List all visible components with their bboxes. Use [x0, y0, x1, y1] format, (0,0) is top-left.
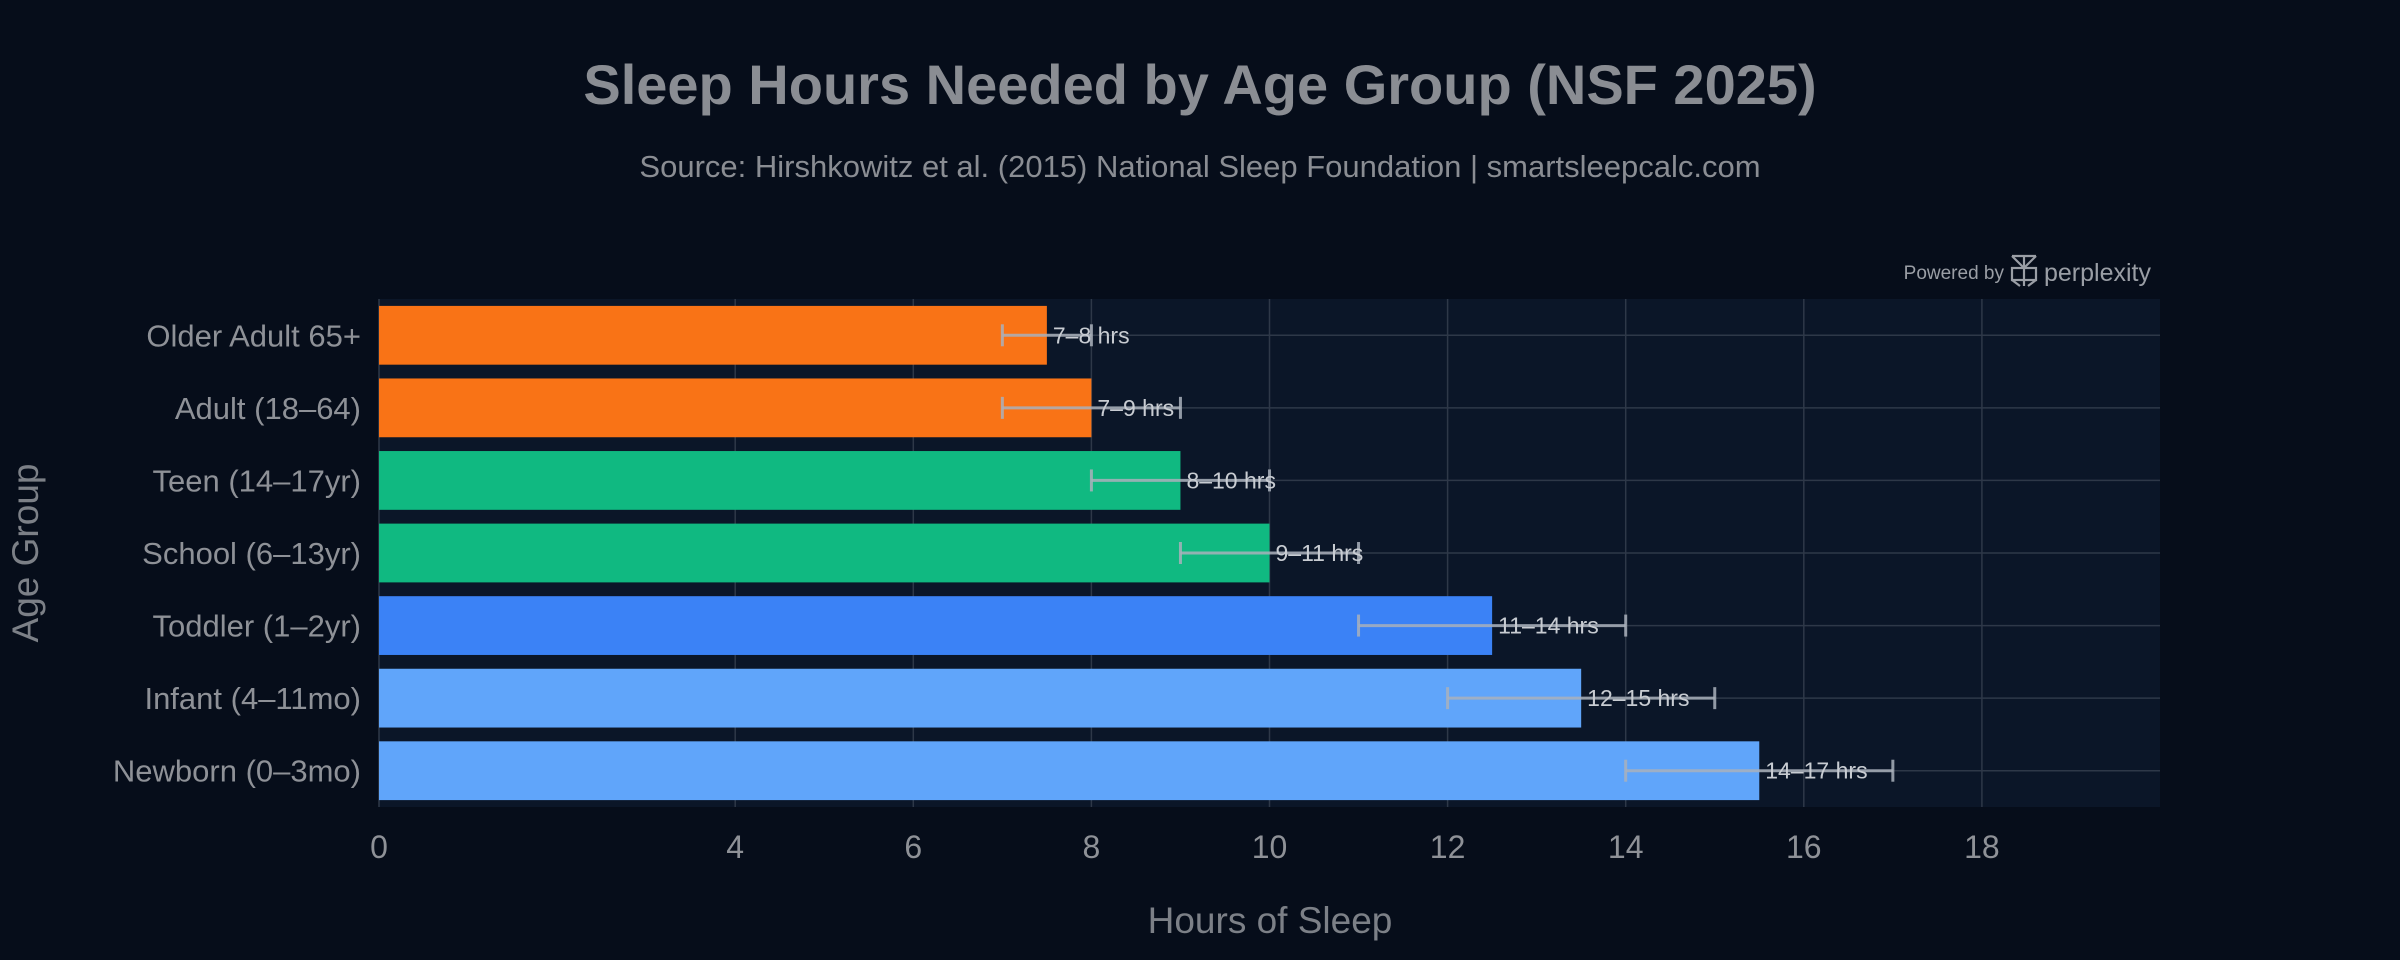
x-axis-ticks: 0 4 6 8 10 12 14 16 18 [370, 829, 2000, 865]
y-tick-label: Newborn (0–3mo) [113, 754, 361, 789]
watermark-brand: perplexity [2044, 259, 2151, 287]
x-tick-label: 14 [1608, 829, 1644, 865]
bar [379, 378, 1092, 438]
perplexity-logo-icon [2010, 254, 2038, 287]
y-tick-label: Adult (18–64) [175, 391, 361, 426]
x-tick-label: 12 [1430, 829, 1466, 865]
x-tick-label: 6 [904, 829, 922, 865]
error-bar [1446, 687, 1717, 710]
y-axis-title: Age Group [5, 464, 46, 643]
y-axis-ticks: Older Adult 65+ Adult (18–64) Teen (14–17y… [113, 318, 361, 788]
error-bar [1178, 542, 1361, 564]
data-label: 11–14 hrs [1498, 613, 1599, 639]
x-tick-label: 18 [1964, 829, 2000, 865]
y-tick-label: Older Adult 65+ [146, 318, 361, 353]
chart-subtitle: Source: Hirshkowitz et al. (2015) Nation… [639, 149, 1760, 184]
data-label: 9–11 hrs [1276, 540, 1364, 566]
data-label: 7–9 hrs [1097, 395, 1174, 421]
error-bar [1089, 469, 1271, 492]
error-bars [1000, 324, 1895, 782]
x-tick-label: 8 [1083, 829, 1101, 865]
bar [379, 596, 1493, 655]
x-axis-title: Hours of Sleep [1148, 900, 1393, 941]
y-tick-label: Toddler (1–2yr) [153, 609, 361, 644]
bar [379, 305, 1047, 365]
chart-title: Sleep Hours Needed by Age Group (NSF 202… [583, 53, 1816, 116]
error-bar [1357, 614, 1628, 637]
bar [379, 523, 1270, 583]
x-tick-label: 10 [1252, 829, 1288, 865]
powered-by-watermark: Powered by perplexity [1904, 254, 2151, 287]
x-tick-label: 0 [370, 829, 388, 865]
bar [379, 668, 1582, 728]
data-label: 7–8 hrs [1053, 322, 1130, 348]
data-label: 8–10 hrs [1186, 467, 1276, 493]
x-tick-label: 4 [726, 829, 744, 865]
y-tick-label: School (6–13yr) [142, 536, 361, 571]
error-bar [1000, 396, 1182, 419]
error-bar [1000, 324, 1093, 347]
data-labels: 7–8 hrs 7–9 hrs 8–10 hrs 9–11 hrs 11–14 hrs 1… [1053, 322, 1868, 783]
data-label: 12–15 hrs [1587, 685, 1689, 711]
y-tick-label: Teen (14–17yr) [152, 463, 361, 498]
bar [379, 741, 1760, 801]
error-bar [1624, 759, 1895, 782]
y-tick-label: Infant (4–11mo) [144, 681, 361, 716]
watermark-prefix: Powered by [1904, 263, 2005, 284]
bars [379, 305, 1760, 801]
bar [379, 451, 1181, 510]
x-tick-label: 16 [1786, 829, 1822, 865]
data-label: 14–17 hrs [1765, 758, 1867, 784]
